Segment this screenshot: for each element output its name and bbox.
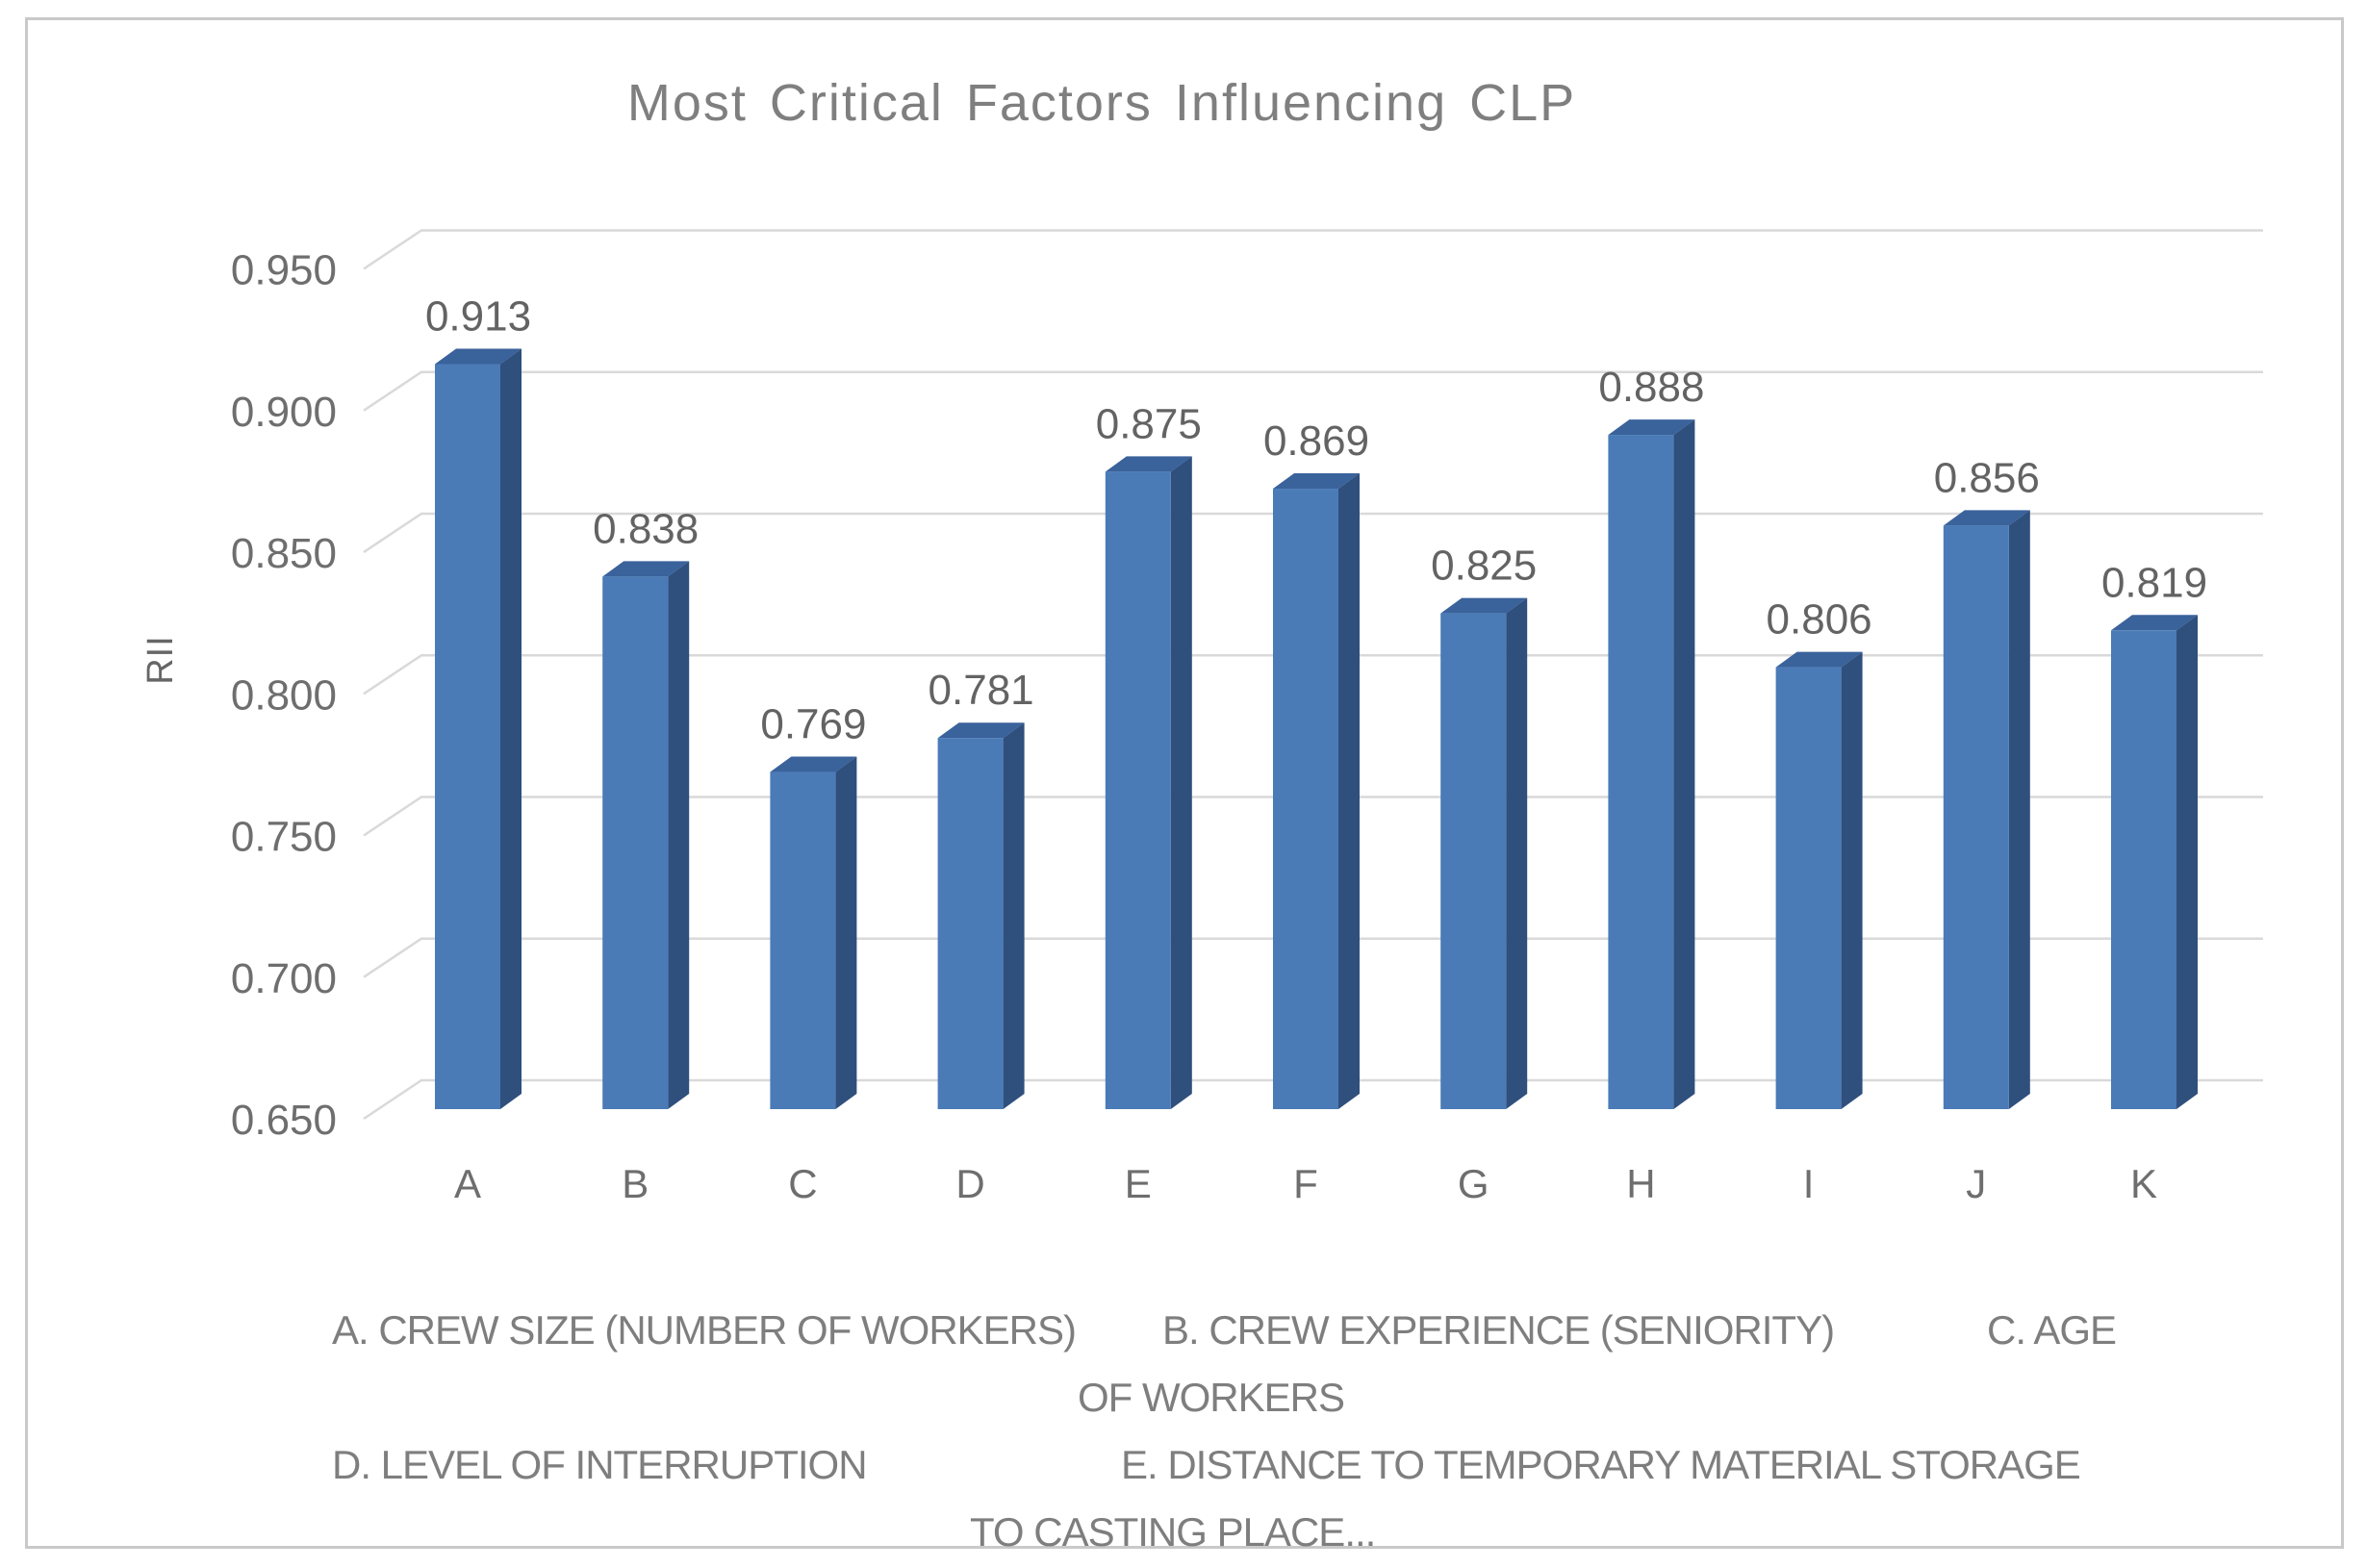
y-tick-label: 0.950: [231, 247, 337, 294]
bar-side-face: [668, 561, 690, 1109]
bar-front-face: [1943, 525, 2009, 1109]
caption-factor-b-wrap: OF WORKERS: [1078, 1375, 1345, 1420]
bar-front-face: [770, 771, 836, 1109]
bar-top-face: [770, 756, 857, 772]
caption-factor-e-wrap: TO CASTING PLACE...: [970, 1509, 1376, 1555]
bar-top-face: [1105, 456, 1192, 472]
bar-front-face: [1105, 471, 1171, 1109]
bar-E: 0.875 E: [1096, 400, 1202, 1206]
bar-top-face: [2111, 615, 2198, 631]
y-tick-label: 0.750: [231, 814, 337, 861]
bar-top-face: [602, 561, 690, 577]
bar-value-label: 0.913: [425, 292, 531, 340]
bar-front-face: [2111, 630, 2176, 1109]
bar-front-face: [1273, 489, 1338, 1109]
x-category-label: E: [1125, 1161, 1152, 1206]
x-category-label: I: [1803, 1161, 1815, 1206]
bar-top-face: [1273, 473, 1360, 490]
x-category-label: B: [622, 1161, 649, 1206]
gridline: [363, 229, 2263, 270]
bar-value-label: 0.781: [929, 667, 1034, 714]
bar-top-face: [1608, 419, 1695, 436]
bar-top-face: [1943, 510, 2030, 526]
gridline: [363, 370, 2263, 412]
bar-B: 0.838 B: [593, 505, 699, 1206]
bar-I: 0.806 I: [1767, 596, 1872, 1206]
bar-value-label: 0.769: [760, 701, 866, 748]
bar-side-face: [835, 756, 857, 1109]
bar-top-face: [1775, 651, 1863, 668]
bar-top-face: [435, 348, 522, 365]
bar-F: 0.869 F: [1263, 417, 1369, 1206]
bar-side-face: [1673, 419, 1695, 1110]
bar-H: 0.888 H: [1598, 364, 1704, 1206]
bar-side-face: [1170, 456, 1192, 1109]
caption-factor-a: A. CREW SIZE (NUMBER OF WORKERS): [332, 1307, 1077, 1353]
bar-C: 0.769 C: [760, 701, 866, 1206]
bar-value-label: 0.888: [1598, 364, 1704, 411]
bar-value-label: 0.856: [1934, 454, 2040, 501]
x-category-label: G: [1458, 1161, 1489, 1206]
x-category-label: K: [2130, 1161, 2157, 1206]
chart-title: Most Critical Factors Influencing CLP: [626, 74, 1577, 132]
caption-factor-b: B. CREW EXPERIENCE (SENIORITY): [1162, 1307, 1835, 1353]
bar-A: 0.913 A: [425, 292, 531, 1206]
bar-side-face: [1841, 651, 1863, 1109]
caption-factor-e: E. DISTANCE TO TEMPORARY MATERIAL STORAG…: [1121, 1442, 2081, 1487]
y-tick-label: 0.800: [231, 671, 337, 719]
x-category-label: C: [788, 1161, 817, 1206]
bar-top-face: [937, 722, 1025, 739]
bar-front-face: [937, 738, 1004, 1109]
caption-factor-d: D. LEVEL OF INTERRUPTION: [332, 1442, 868, 1487]
bar-front-face: [1775, 667, 1842, 1109]
bar-value-label: 0.806: [1767, 596, 1872, 644]
bar-value-label: 0.838: [593, 505, 699, 552]
bar-K: 0.819 K: [2101, 559, 2207, 1206]
bar-front-face: [1608, 435, 1674, 1110]
bar-J: 0.856 J: [1934, 454, 2040, 1206]
bar-G: 0.825 G: [1431, 543, 1537, 1206]
bar-value-label: 0.825: [1431, 543, 1537, 590]
x-category-label: D: [955, 1161, 984, 1206]
bar-side-face: [1003, 722, 1025, 1109]
bar-value-label: 0.819: [2101, 559, 2207, 606]
bar-side-face: [2176, 615, 2198, 1109]
y-tick-label: 0.850: [231, 530, 337, 577]
y-tick-label: 0.650: [231, 1097, 337, 1144]
bar-value-label: 0.875: [1096, 400, 1202, 447]
bar-side-face: [1338, 473, 1360, 1109]
x-category-label: A: [454, 1161, 481, 1206]
y-tick-label: 0.900: [231, 389, 337, 436]
caption-factor-c: C. AGE: [1987, 1307, 2117, 1353]
bar-top-face: [1440, 597, 1528, 614]
y-tick-label: 0.700: [231, 955, 337, 1002]
x-category-label: F: [1293, 1161, 1318, 1206]
bar-side-face: [500, 348, 522, 1110]
bar-D: 0.781 D: [929, 667, 1034, 1206]
bar-value-label: 0.869: [1263, 417, 1369, 465]
bar-side-face: [2008, 510, 2030, 1109]
bar-front-face: [435, 364, 500, 1110]
bar-front-face: [1440, 613, 1507, 1109]
x-category-label: H: [1626, 1161, 1655, 1206]
bar-side-face: [1506, 597, 1528, 1109]
x-category-label: J: [1966, 1161, 1986, 1206]
bar-front-face: [602, 576, 669, 1109]
